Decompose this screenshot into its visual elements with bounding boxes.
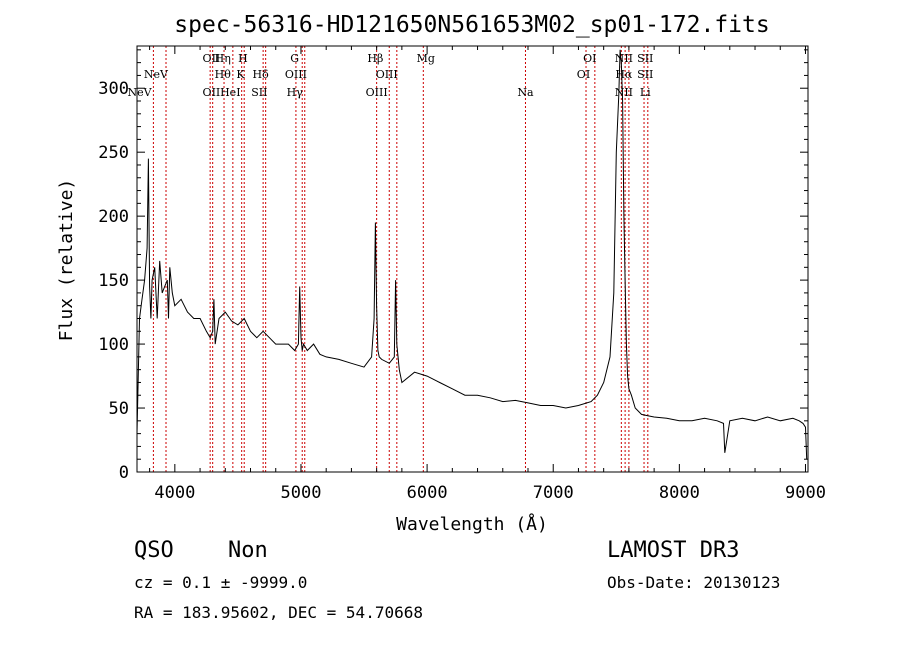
line-annotation: NII [615,52,633,65]
y-tick-label: 200 [98,207,129,227]
line-annotation: OII [203,86,221,99]
x-tick-label: 4000 [154,483,195,503]
emission-line-markers [152,46,649,472]
line-annotation: Hδ [252,68,269,81]
line-annotation: NeV [127,86,152,99]
plot-frame [136,45,809,473]
redshift-text: cz = 0.1 ± -9999.0 [134,573,308,592]
y-tick-label: 100 [98,335,129,355]
x-axis-ticks: 4000 5000 6000 7000 8000 9000 [149,46,826,503]
line-annotation: SII [637,52,653,65]
line-annotation: OI [583,52,596,65]
line-annotation: K [236,68,245,81]
x-tick-label: 7000 [533,483,574,503]
x-axis-label: Wavelength (Å) [396,513,548,535]
line-annotation: Hα [615,68,633,81]
chart-title: spec-56316-HD121650N561653M02_sp01-172.f… [174,12,769,38]
observation-date: Obs-Date: 20130123 [607,573,781,592]
line-annotation: SII [637,68,653,81]
flux-series-line [136,49,808,460]
y-tick-label: 150 [98,271,129,291]
line-annotation: Mg [417,52,435,65]
line-annotation: NeV [144,68,169,81]
subclass-label: Non [228,538,268,563]
line-annotation: OIII [285,68,307,81]
line-annotation: H [238,52,248,65]
line-annotation: SII [251,86,267,99]
line-annotation: Li [640,86,651,99]
y-axis-ticks: 0 50 100 150 200 250 300 [98,49,808,483]
x-tick-label: 5000 [280,483,321,503]
y-tick-label: 0 [119,463,129,483]
line-annotation: HeI [220,86,240,99]
survey-label: LAMOST DR3 [607,538,740,563]
x-tick-label: 8000 [659,483,700,503]
line-annotation: Hη [215,52,231,65]
line-annotation: Hβ [367,52,383,65]
line-annotation: Hθ [215,68,232,81]
line-annotation: G [290,52,299,65]
y-axis-label: Flux (relative) [56,179,77,342]
line-annotation: OI [577,68,590,81]
class-label: QSO [134,538,174,563]
line-annotation: NII [615,86,633,99]
x-tick-label: 6000 [407,483,448,503]
y-tick-label: 250 [98,143,129,163]
y-tick-label: 300 [98,79,129,99]
line-annotation: OIII [376,68,398,81]
line-annotation: OIII [366,86,388,99]
line-annotation: Hγ [287,86,304,99]
y-tick-label: 50 [109,399,129,419]
line-annotation: OII [203,52,221,65]
line-annotation: Na [517,86,534,99]
coordinates-text: RA = 183.95602, DEC = 54.70668 [134,603,423,622]
x-tick-label: 9000 [785,483,826,503]
